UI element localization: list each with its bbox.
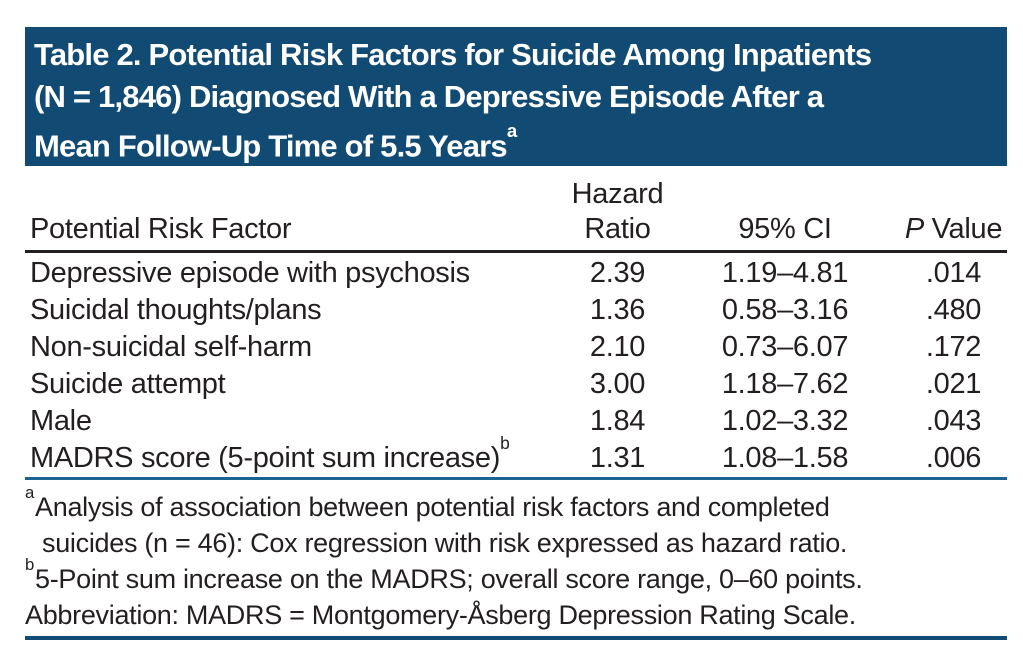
ci-cell: 1.08–1.58 — [721, 442, 849, 474]
risk-factor-cell: MADRS score (5-point sum increase)b — [30, 433, 510, 474]
ci-cell: 0.58–3.16 — [721, 294, 849, 326]
footnote-line: aAnalysis of association between potenti… — [25, 485, 1007, 525]
hazard-ratio-cell: 1.31 — [589, 442, 646, 474]
risk-factor-footnote-marker: b — [500, 433, 510, 454]
p-value-cell: .172 — [925, 331, 982, 363]
ci-cell: 1.18–7.62 — [721, 368, 849, 400]
hazard-ratio-cell: 1.36 — [589, 294, 646, 326]
table-row: Depressive episode with psychosis 2.39 1… — [25, 255, 1007, 292]
p-value-cell: .014 — [925, 257, 982, 289]
hazard-ratio-cell: 2.39 — [589, 257, 646, 289]
risk-factor-cell: Non-suicidal self-harm — [30, 331, 312, 363]
table-column-headers: Potential Risk Factor Hazard Ratio 95% CI… — [25, 172, 1007, 253]
table-title-footnote-marker: a — [506, 119, 517, 141]
p-value-cell: .480 — [925, 294, 982, 326]
footnote-marker: a — [25, 483, 35, 503]
table-row: Male 1.84 1.02–3.32 .043 — [25, 403, 1007, 440]
table-title-line-2: (N = 1,846) Diagnosed With a Depressive … — [34, 79, 824, 114]
p-value-cell: .006 — [925, 442, 982, 474]
table-bottom-rule — [25, 636, 1007, 640]
ci-cell: 1.02–3.32 — [721, 405, 849, 437]
risk-factor-cell: Suicidal thoughts/plans — [30, 294, 322, 326]
column-header-risk-factor: Potential Risk Factor — [30, 213, 292, 245]
table-title-line-3: Mean Follow-Up Time of 5.5 Yearsa — [34, 118, 997, 167]
column-header-p-value: P Value — [870, 212, 1007, 247]
footnote-line: b5-Point sum increase on the MADRS; over… — [25, 557, 1007, 597]
table-row: Non-suicidal self-harm 2.10 0.73–6.07 .1… — [25, 329, 1007, 366]
footnote-line: Abbreviation: MADRS = Montgomery-Åsberg … — [25, 597, 1007, 633]
column-header-p-italic: P — [904, 213, 924, 245]
hazard-ratio-cell: 1.84 — [589, 405, 646, 437]
hazard-ratio-cell: 3.00 — [589, 368, 646, 400]
table-title-banner: Table 2. Potential Risk Factors for Suic… — [25, 27, 1007, 166]
column-header-hazard-ratio-line1: Hazard — [571, 178, 664, 210]
table-row: Suicidal thoughts/plans 1.36 0.58–3.16 .… — [25, 292, 1007, 329]
footnote-line: suicides (n = 46): Cox regression with r… — [25, 525, 1007, 561]
ci-cell: 0.73–6.07 — [721, 331, 849, 363]
column-header-p-rest: Value — [931, 213, 1003, 245]
footnote-text: Analysis of association between potentia… — [35, 492, 830, 522]
column-header-hazard-ratio-line2: Ratio — [584, 213, 651, 245]
table-row: MADRS score (5-point sum increase)b 1.31… — [25, 433, 1007, 477]
column-header-95ci: 95% CI — [738, 213, 832, 245]
risk-factor-cell: Male — [30, 405, 92, 437]
footnote-text: suicides (n = 46): Cox regression with r… — [42, 528, 848, 558]
table-title-line-3-text: Mean Follow-Up Time of 5.5 Years — [34, 128, 508, 164]
column-header-hazard-ratio: Hazard Ratio — [535, 177, 700, 247]
footnote-text: 5-Point sum increase on the MADRS; overa… — [35, 564, 863, 594]
footnote-text: Abbreviation: MADRS = Montgomery-Åsberg … — [25, 600, 856, 630]
table-row: Suicide attempt 3.00 1.18–7.62 .021 — [25, 366, 1007, 403]
risk-factor-cell: Suicide attempt — [30, 368, 226, 400]
table-body: Depressive episode with psychosis 2.39 1… — [25, 253, 1007, 480]
p-value-cell: .021 — [925, 368, 982, 400]
ci-cell: 1.19–4.81 — [721, 257, 849, 289]
footnote-marker: b — [25, 555, 35, 575]
risk-factor-cell: Depressive episode with psychosis — [30, 257, 470, 289]
p-value-cell: .043 — [925, 405, 982, 437]
hazard-ratio-cell: 2.10 — [589, 331, 646, 363]
footnotes: aAnalysis of association between potenti… — [25, 485, 1007, 633]
table-title-line-1: Table 2. Potential Risk Factors for Suic… — [34, 37, 872, 72]
